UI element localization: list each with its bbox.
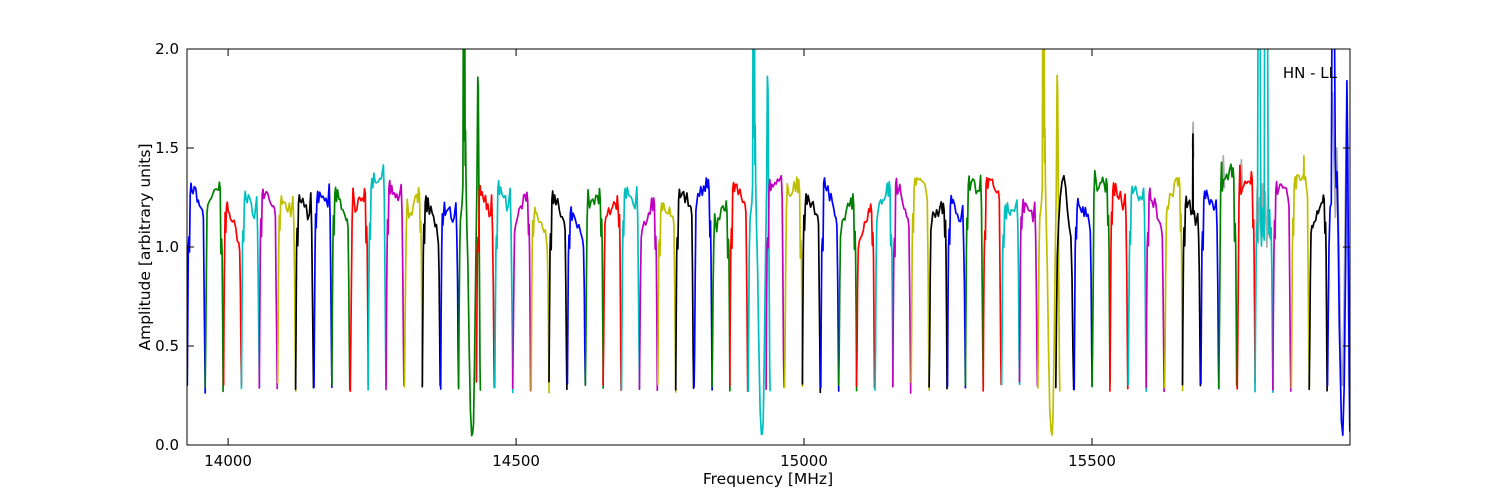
- subband-line-blue: [693, 177, 713, 391]
- subband-line-red: [1109, 182, 1129, 392]
- baseline-polarization-label: HN - LL: [1283, 64, 1338, 82]
- subband-line-cyan: [1000, 199, 1021, 386]
- subband-line-yellow: [656, 202, 677, 393]
- subband-line-cyan: [493, 179, 514, 394]
- subband-line-black: [421, 195, 442, 388]
- subband-line-black: [1308, 194, 1328, 392]
- x-tick-label-15000: 15000: [780, 452, 828, 470]
- subband-line-red: [728, 181, 749, 393]
- subband-line-red: [1236, 164, 1256, 390]
- subband-line-red: [349, 187, 370, 393]
- subband-line-magenta: [1272, 180, 1292, 392]
- subband-line-cyan: [367, 164, 387, 391]
- subband-line-yellow: [1037, 49, 1061, 436]
- subband-line-magenta: [1018, 198, 1039, 387]
- subband-line-magenta: [1145, 187, 1165, 393]
- subband-line-blue: [1326, 49, 1350, 436]
- subband-line-black: [1181, 133, 1202, 387]
- subband-line-black: [548, 190, 568, 391]
- subband-line-black: [1054, 174, 1075, 391]
- subband-line-red: [602, 195, 622, 391]
- subband-line-cyan: [240, 190, 261, 390]
- subband-line-green: [837, 193, 858, 392]
- y-tick-label-0.5: 0.5: [155, 337, 179, 355]
- subband-line-black: [294, 191, 315, 390]
- subband-line-magenta: [385, 179, 405, 391]
- subband-line-magenta: [258, 188, 279, 390]
- x-tick-label-15500: 15500: [1068, 452, 1116, 470]
- y-tick-label-1.0: 1.0: [155, 238, 179, 256]
- subband-line-yellow: [783, 176, 804, 389]
- subband-line-magenta: [511, 191, 532, 392]
- subband-line-green: [1217, 161, 1238, 389]
- subband-line-red: [475, 184, 496, 389]
- x-tick-label-14500: 14500: [492, 452, 540, 470]
- subband-line-green: [457, 49, 482, 437]
- subband-line-magenta: [765, 174, 785, 391]
- subband-line-yellow: [1163, 176, 1184, 392]
- subband-line-green: [1091, 169, 1111, 388]
- subband-line-cyan: [1127, 185, 1148, 392]
- subband-line-green: [964, 174, 985, 388]
- x-tick-label-14000: 14000: [204, 452, 252, 470]
- subband-line-yellow: [1290, 155, 1311, 389]
- x-axis-label: Frequency [MHz]: [703, 470, 833, 488]
- subband-line-yellow: [276, 195, 297, 393]
- subband-line-cyan: [747, 49, 771, 436]
- y-tick-label-0.0: 0.0: [155, 436, 179, 454]
- subband-lines-layer: [187, 49, 1350, 437]
- subband-line-blue: [313, 183, 333, 389]
- subband-line-cyan: [620, 185, 641, 391]
- subband-line-cyan: [874, 180, 894, 391]
- subband-line-blue: [1200, 189, 1220, 390]
- y-axis-label: Amplitude [arbitrary units]: [136, 144, 154, 351]
- subband-line-cyan: [1254, 49, 1274, 394]
- subband-line-blue: [439, 201, 460, 390]
- subband-line-black: [928, 201, 948, 390]
- subband-line-blue: [1073, 197, 1093, 391]
- subband-line-blue: [819, 177, 840, 392]
- y-tick-label-2.0: 2.0: [155, 40, 179, 58]
- subband-line-green: [204, 181, 224, 393]
- subband-line-green: [584, 187, 605, 389]
- subband-line-blue: [566, 206, 587, 386]
- subband-line-blue: [187, 182, 207, 394]
- subband-line-yellow: [530, 206, 550, 394]
- subband-line-black: [674, 188, 695, 391]
- subband-line-green: [711, 200, 731, 392]
- axes-layer: 14000 14500 15000 15500 0.0 0.5 1.0 1.5 2.0: [155, 40, 1351, 470]
- subband-line-red: [855, 203, 876, 389]
- subband-line-magenta: [891, 177, 912, 394]
- subband-line-red: [982, 176, 1002, 392]
- subband-line-red: [222, 201, 243, 386]
- subband-line-black: [801, 193, 822, 394]
- subband-line-green: [331, 186, 351, 391]
- subband-line-yellow: [910, 176, 931, 392]
- subband-line-yellow: [403, 186, 424, 388]
- subband-line-blue: [946, 194, 967, 389]
- subband-line-magenta: [638, 196, 659, 392]
- y-tick-label-1.5: 1.5: [155, 139, 179, 157]
